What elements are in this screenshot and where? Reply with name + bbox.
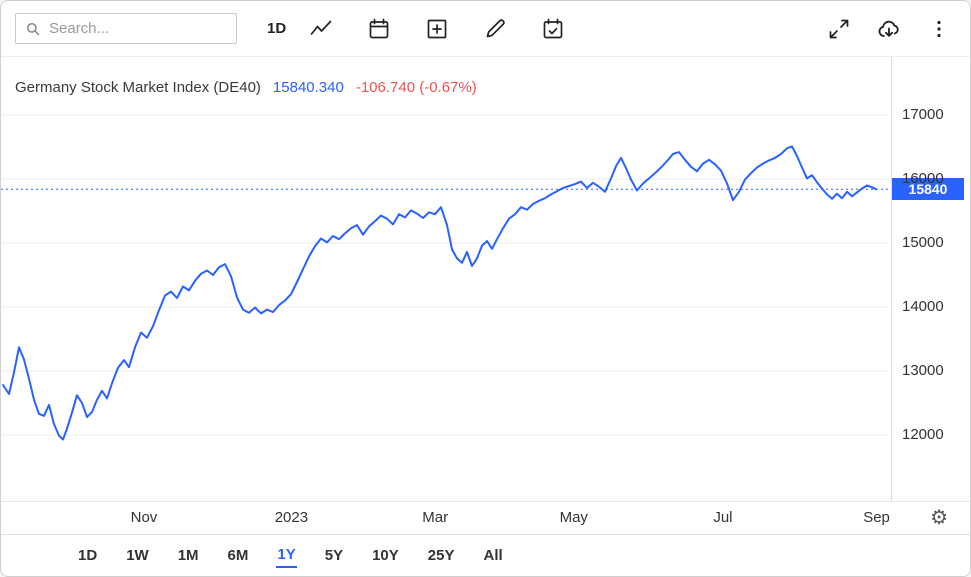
search-icon bbox=[27, 22, 40, 35]
range-bar: 1D 1W 1M 6M 1Y 5Y 10Y 25Y All bbox=[1, 534, 970, 576]
price-change: -106.740 (-0.67%) bbox=[355, 79, 477, 96]
y-axis-label: 13000 bbox=[902, 362, 944, 379]
current-price-tag: 15840 bbox=[892, 178, 964, 201]
x-axis[interactable]: ⚙ Nov 2023 Mar May Jul Sep bbox=[1, 501, 970, 534]
events-button[interactable] bbox=[536, 12, 570, 46]
interval-button[interactable]: 1D bbox=[267, 20, 287, 37]
x-axis-label: 2023 bbox=[274, 509, 309, 526]
more-menu-button[interactable] bbox=[922, 12, 956, 46]
pencil-icon bbox=[486, 18, 505, 37]
range-button-5y[interactable]: 5Y bbox=[324, 546, 344, 564]
x-axis-label: May bbox=[559, 509, 588, 526]
x-axis-label: Jul bbox=[713, 509, 733, 526]
y-axis-label: 16000 bbox=[902, 170, 944, 187]
y-axis[interactable]: 15840 17000 16000 15000 14000 13000 12000 bbox=[891, 57, 970, 501]
fullscreen-icon bbox=[829, 19, 849, 38]
range-button-10y[interactable]: 10Y bbox=[372, 546, 399, 564]
price-chart[interactable] bbox=[1, 57, 891, 501]
search-box[interactable] bbox=[15, 13, 237, 44]
toolbar-left-icons bbox=[304, 12, 570, 46]
draw-button[interactable] bbox=[478, 12, 512, 46]
chart-title: Germany Stock Market Index (DE40) bbox=[15, 79, 261, 96]
date-range-button[interactable] bbox=[362, 12, 396, 46]
y-axis-label: 14000 bbox=[902, 298, 944, 315]
calendar-check-icon bbox=[543, 18, 563, 38]
range-button-1w[interactable]: 1W bbox=[126, 546, 149, 564]
y-axis-label: 17000 bbox=[902, 106, 944, 123]
chart-style-button[interactable] bbox=[304, 12, 338, 46]
range-button-1d[interactable]: 1D bbox=[78, 546, 98, 564]
range-button-25y[interactable]: 25Y bbox=[427, 546, 455, 564]
line-chart-icon bbox=[310, 20, 332, 35]
range-button-all[interactable]: All bbox=[483, 546, 503, 564]
settings-gear-icon[interactable]: ⚙ bbox=[930, 507, 948, 529]
fullscreen-button[interactable] bbox=[822, 12, 856, 46]
chart-header: Germany Stock Market Index (DE40) 15840.… bbox=[15, 79, 477, 96]
y-axis-label: 15000 bbox=[902, 234, 944, 251]
x-axis-label: Mar bbox=[422, 509, 449, 526]
x-axis-label: Sep bbox=[863, 509, 890, 526]
search-input[interactable] bbox=[49, 20, 228, 37]
toolbar-right-icons bbox=[822, 12, 956, 46]
plus-square-icon bbox=[427, 19, 447, 38]
price-line-series bbox=[2, 145, 877, 441]
range-button-1y[interactable]: 1Y bbox=[276, 544, 297, 568]
y-axis-label: 12000 bbox=[902, 426, 944, 443]
download-button[interactable] bbox=[872, 12, 906, 46]
add-indicator-button[interactable] bbox=[420, 12, 454, 46]
kebab-menu-icon bbox=[937, 20, 941, 37]
last-price: 15840.340 bbox=[272, 79, 344, 96]
x-axis-label: Nov bbox=[130, 509, 158, 526]
cloud-download-icon bbox=[878, 20, 899, 37]
top-toolbar: 1D bbox=[1, 1, 970, 57]
range-button-1m[interactable]: 1M bbox=[177, 546, 199, 564]
calendar-icon bbox=[369, 18, 389, 38]
range-button-6m[interactable]: 6M bbox=[227, 546, 249, 564]
